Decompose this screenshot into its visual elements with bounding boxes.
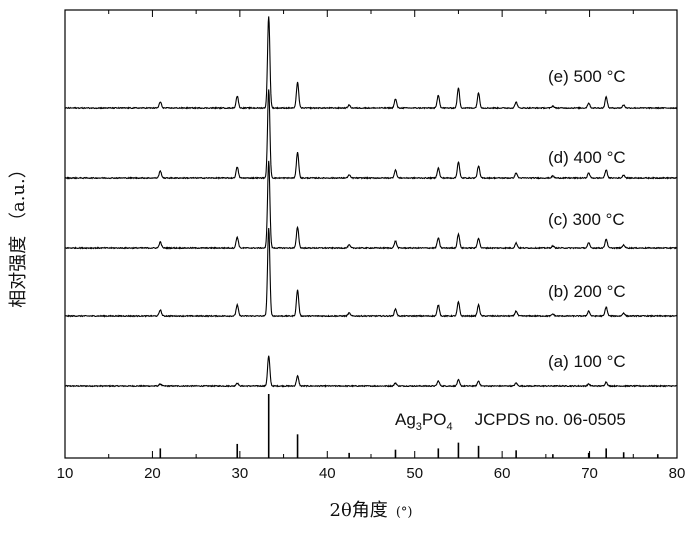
series-label: (b) 200 °C [548, 282, 626, 301]
series-layer: (a) 100 °C (b) 200 °C (c) 300 °C (d) 400 °C… [64, 16, 678, 388]
x-tick-label: 20 [144, 465, 161, 482]
reference-label: Ag3PO4 JCPDS no. 06-0505 [395, 410, 626, 433]
series-label: (a) 100 °C [548, 352, 626, 371]
xrd-series-line [64, 160, 678, 250]
x-tick-label: 10 [57, 465, 74, 482]
reference-pattern [159, 394, 659, 458]
xrd-series-line [64, 355, 678, 388]
x-tick-label: 60 [494, 465, 511, 482]
x-axis-title: 2θ角度 (°) [330, 500, 413, 521]
x-tick-label: 30 [232, 465, 249, 482]
x-tick-label: 80 [669, 465, 686, 482]
x-tick-label: 70 [581, 465, 598, 482]
x-tick-label: 40 [319, 465, 336, 482]
xrd-series-line [64, 89, 678, 180]
series-label: (e) 500 °C [548, 67, 626, 86]
x-ticks: 10 20 30 40 50 60 70 80 [57, 10, 686, 482]
x-tick-label: 50 [406, 465, 423, 482]
y-axis-title: 相对强度 （a.u.） [8, 160, 29, 308]
series-label: (d) 400 °C [548, 148, 626, 167]
series-label: (c) 300 °C [548, 210, 625, 229]
xrd-series-line [64, 16, 678, 110]
xrd-series-line [64, 227, 678, 318]
